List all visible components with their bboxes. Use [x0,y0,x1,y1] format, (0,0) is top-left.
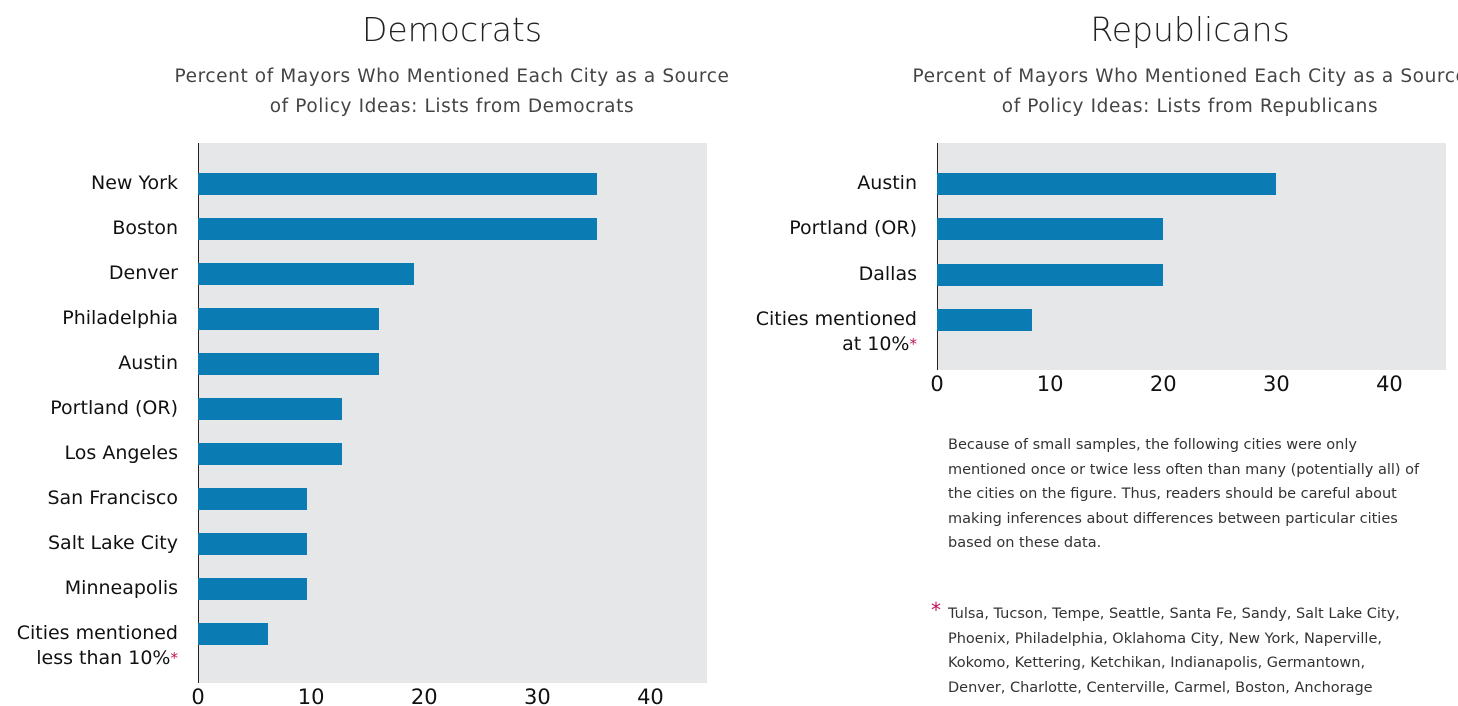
chart-subtitle: Percent of Mayors Who Mentioned Each Cit… [174,66,730,117]
category-text: Cities mentioned at 10% [755,308,917,356]
chart-title: Democrats [361,10,543,49]
category-text: Salt Lake City [48,531,178,554]
category-text: Los Angeles [64,441,178,464]
bar [937,263,1164,286]
x-tick-label: 0 [930,372,944,396]
bar [937,172,1277,195]
category-label: Philadelphia [2,306,178,331]
bar [198,577,307,600]
category-text: Portland (OR) [50,396,178,419]
category-text: New York [90,171,178,194]
bar [198,352,379,375]
bar [198,217,598,240]
x-tick-label: 0 [191,685,205,706]
category-text: San Francisco [47,486,178,509]
category-text: Cities mentioned less than 10% [16,621,178,669]
category-label: Austin [752,171,917,196]
bar [937,218,1164,241]
bar [198,622,269,645]
category-label: New York [2,171,178,196]
bar [198,442,342,465]
category-label: Austin [2,351,178,376]
footnote-marker: * [931,598,941,622]
category-label: Portland (OR) [752,216,917,241]
bar [198,487,307,510]
category-label: Boston [2,216,178,241]
category-text: Minneapolis [64,576,178,599]
x-tick-label: 40 [1376,372,1403,396]
x-tick-label: 20 [1149,372,1177,396]
category-text: Portland (OR) [789,217,917,240]
x-tick-label: 20 [410,685,438,706]
category-label: Los Angeles [2,441,178,466]
chart-subtitle: Percent of Mayors Who Mentioned Each Cit… [912,66,1458,117]
bar [198,532,307,555]
category-label: Cities mentioned less than 10%* [2,621,178,671]
category-marker: * [170,648,179,667]
category-text: Philadelphia [62,306,178,329]
bar [198,172,598,195]
caveat-note: Because of small samples, the following … [948,437,1420,551]
bar [198,397,342,420]
category-text: Austin [857,171,917,194]
category-label: Salt Lake City [2,531,178,556]
category-label: Cities mentioned at 10%* [752,307,917,357]
bar [198,307,379,330]
category-label: San Francisco [2,486,178,511]
bar [198,262,415,285]
x-tick-label: 30 [1262,372,1290,396]
category-text: Denver [108,261,178,284]
x-tick-label: 30 [523,685,551,706]
footnote: Tulsa, Tucson, Tempe, Seattle, Santa Fe,… [948,606,1400,696]
category-label: Denver [2,261,178,286]
x-tick-label: 40 [637,685,664,706]
category-label: Minneapolis [2,576,178,601]
category-text: Austin [118,351,178,374]
category-label: Portland (OR) [2,396,178,421]
x-tick-label: 10 [297,685,325,706]
chart-title: Republicans [1090,10,1290,49]
category-text: Boston [112,216,178,239]
category-label: Dallas [752,262,917,287]
x-tick-label: 10 [1036,372,1064,396]
bar [937,309,1032,332]
category-text: Dallas [858,262,917,285]
category-marker: * [909,335,918,354]
